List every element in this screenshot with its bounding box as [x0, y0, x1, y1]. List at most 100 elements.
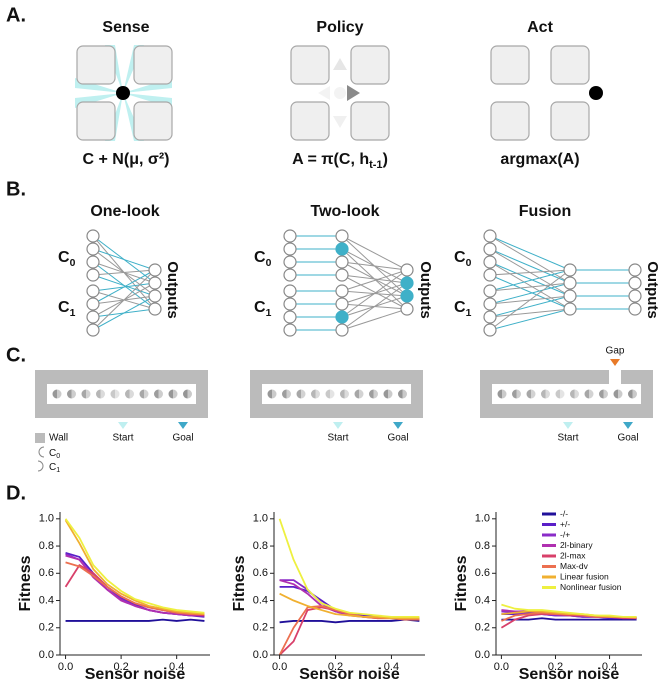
x-axis-label: Sensor noise — [519, 666, 620, 683]
edge — [341, 235, 408, 271]
label-text: C — [454, 249, 466, 266]
node — [628, 276, 642, 290]
series-line — [501, 617, 637, 621]
x-tick-label: 0.2 — [548, 661, 563, 673]
edge — [341, 308, 408, 331]
node — [483, 310, 497, 324]
node — [283, 310, 297, 324]
edge — [341, 274, 408, 284]
node — [483, 255, 497, 269]
y-tick-label: 0.4 — [475, 594, 490, 606]
node — [563, 302, 577, 316]
series-line — [65, 551, 205, 618]
label-subscript: 0 — [70, 258, 76, 269]
goal-label: Goal — [172, 433, 193, 444]
environments: Start Goal Start Goal Start Goal Gap — [35, 346, 653, 444]
y-tick-label: 0.0 — [253, 649, 268, 661]
formula-text: C + N(μ, σ²) — [83, 151, 170, 168]
node — [86, 284, 100, 298]
y-tick-label: 0.2 — [253, 622, 268, 634]
legend-label: -/+ — [560, 529, 570, 539]
label-subscript: 1 — [70, 308, 76, 319]
cue-half — [272, 389, 277, 399]
cue-half — [344, 389, 349, 399]
gap-marker — [610, 359, 620, 366]
cue-half — [545, 389, 550, 399]
cue-half — [373, 389, 378, 399]
edge — [92, 269, 156, 276]
series-line — [64, 518, 205, 614]
cue-half — [531, 389, 536, 399]
cue-half — [115, 389, 120, 399]
start-label: Start — [327, 433, 348, 444]
legend-label: C0 — [49, 448, 60, 460]
legend-label: Max-dv — [560, 561, 589, 571]
cue-half — [574, 389, 579, 399]
cue-half — [330, 389, 335, 399]
gap — [609, 370, 621, 384]
cue-half — [129, 389, 134, 399]
series-line — [64, 519, 205, 616]
legend-subscript: 1 — [56, 467, 60, 474]
label: C0 — [58, 249, 76, 268]
node — [563, 276, 577, 290]
label-text: C — [58, 249, 70, 266]
start-label: Start — [557, 433, 578, 444]
node — [483, 297, 497, 311]
start-marker — [333, 422, 343, 429]
legend-label: C1 — [49, 462, 60, 474]
x-tick-label: 0.0 — [58, 661, 73, 673]
node — [86, 268, 100, 282]
network-title: One-look — [90, 203, 159, 220]
c0-icon — [38, 446, 45, 458]
node — [483, 268, 497, 282]
edge — [341, 269, 408, 318]
cue-half — [86, 389, 91, 399]
node — [283, 323, 297, 337]
node — [86, 297, 100, 311]
y-tick-label: 0.2 — [475, 622, 490, 634]
legend-text: C — [49, 462, 56, 473]
cue-half — [516, 389, 521, 399]
outputs-label: Outputs — [417, 261, 434, 319]
legend-label: -/- — [560, 508, 568, 518]
cue-half — [144, 389, 149, 399]
cue-half — [603, 389, 608, 399]
edge — [489, 261, 571, 297]
node — [400, 302, 414, 316]
edge — [341, 269, 408, 292]
y-tick-label: 1.0 — [39, 513, 54, 525]
legend-label: +/- — [560, 519, 570, 529]
cue-half — [589, 389, 594, 399]
node — [148, 263, 162, 277]
node — [335, 242, 349, 256]
series-line — [65, 618, 205, 622]
formula: A = π(C, ht-1) — [292, 151, 388, 171]
y-tick-label: 0.4 — [253, 594, 268, 606]
cue-half — [187, 389, 192, 399]
edge — [341, 261, 408, 271]
node — [483, 323, 497, 337]
node — [483, 284, 497, 298]
cue-half — [301, 389, 306, 399]
formula-text: argmax(A) — [500, 151, 579, 168]
y-axis-label: Fitness — [17, 555, 34, 611]
y-tick-label: 0.6 — [475, 567, 490, 579]
x-axis-label: Sensor noise — [85, 666, 186, 683]
node — [335, 255, 349, 269]
edge — [489, 261, 571, 310]
node — [335, 229, 349, 243]
panel-label: C. — [6, 344, 26, 366]
label-text: C — [254, 249, 266, 266]
label: C1 — [58, 299, 76, 318]
node — [335, 310, 349, 324]
label: C0 — [454, 249, 472, 268]
formula: C + N(μ, σ²) — [83, 151, 170, 168]
node — [335, 268, 349, 282]
label: C1 — [254, 299, 272, 318]
edge — [489, 235, 571, 284]
edge — [92, 295, 156, 331]
node — [86, 255, 100, 269]
goal-label: Goal — [617, 433, 638, 444]
edge — [92, 269, 156, 331]
